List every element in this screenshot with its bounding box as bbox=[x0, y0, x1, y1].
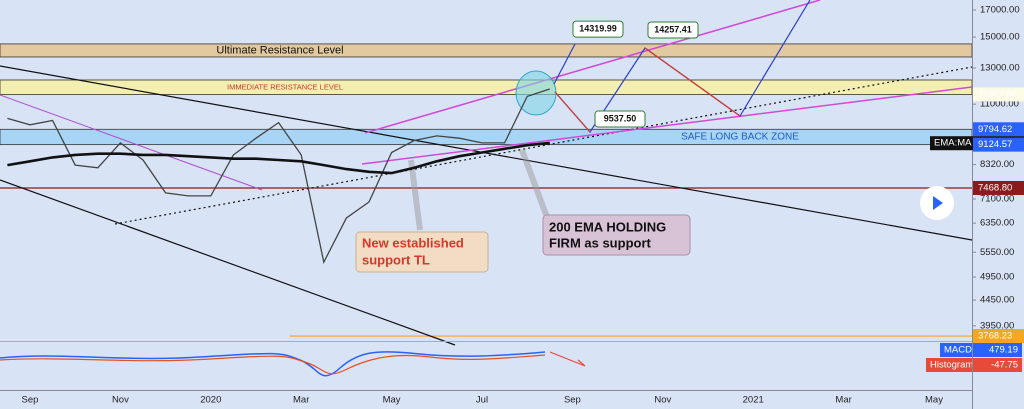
callout-label: 14257.41 bbox=[654, 24, 692, 34]
x-tick-label: Mar bbox=[835, 395, 851, 406]
note-text: FIRM as support bbox=[549, 235, 652, 250]
price-badge bbox=[973, 87, 1024, 102]
price-badge-label: 3768.23 bbox=[978, 331, 1012, 342]
zone bbox=[0, 43, 973, 58]
y-tick-label: 11000.00 bbox=[980, 99, 1019, 110]
y-tick-label: 15000.00 bbox=[980, 32, 1020, 43]
callout-box bbox=[594, 110, 646, 128]
zone-label: SAFE LONG BACK ZONE bbox=[681, 132, 799, 143]
arrow bbox=[644, 47, 741, 117]
macd-badge bbox=[940, 343, 1022, 357]
macd-line bbox=[0, 351, 546, 377]
callout-label: 14319.99 bbox=[579, 23, 617, 33]
play-icon bbox=[933, 196, 943, 210]
callout-box bbox=[572, 20, 624, 38]
y-tick-label: 4450.00 bbox=[980, 295, 1014, 306]
pointer bbox=[519, 148, 551, 222]
y-tick-label: 17000.00 bbox=[980, 4, 1020, 15]
channel-line bbox=[361, 86, 973, 165]
axis-line bbox=[972, 0, 973, 409]
price-badge bbox=[973, 122, 1024, 137]
price-badge bbox=[973, 137, 1024, 152]
macd-name: MACD bbox=[944, 345, 972, 356]
x-tick-label: 2021 bbox=[743, 395, 764, 406]
pane-separator bbox=[0, 341, 972, 342]
ema-badge bbox=[930, 136, 973, 151]
price-badge-label: 9794.62 bbox=[978, 124, 1012, 135]
y-tick-label: 6350.00 bbox=[980, 218, 1014, 229]
arrow bbox=[553, 43, 576, 85]
x-tick-label: Sep bbox=[564, 395, 581, 406]
note-text: support TL bbox=[362, 252, 430, 267]
axis-line bbox=[0, 390, 972, 391]
arrow bbox=[549, 351, 586, 367]
note-text: New established bbox=[362, 235, 464, 250]
note-box bbox=[355, 231, 489, 273]
price-badge-label: 7468.80 bbox=[978, 182, 1012, 193]
y-tick-label: 7100.00 bbox=[980, 193, 1014, 204]
y-tick-label: 13000.00 bbox=[980, 63, 1020, 74]
price-badge bbox=[973, 180, 1024, 195]
callout-box bbox=[647, 21, 699, 39]
y-tick-label: 5550.00 bbox=[980, 247, 1014, 258]
x-tick-label: May bbox=[925, 395, 943, 406]
x-tick-label: 2020 bbox=[200, 395, 221, 406]
x-tick-label: May bbox=[383, 395, 401, 406]
ema-name: EMA:MA bbox=[934, 138, 972, 149]
price-badge-label: 11507.96 bbox=[978, 89, 1017, 100]
macd-value: 479.19 bbox=[989, 345, 1018, 356]
price-badge-label: 9124.57 bbox=[978, 139, 1012, 150]
trend-line bbox=[0, 94, 263, 191]
histogram-value: -47.75 bbox=[991, 360, 1018, 371]
arrow bbox=[554, 91, 591, 133]
x-tick-label: Mar bbox=[293, 395, 309, 406]
x-tick-label: Nov bbox=[112, 395, 129, 406]
macd-pane bbox=[0, 351, 586, 377]
x-tick-label: Jul bbox=[476, 395, 488, 406]
histogram-badge bbox=[926, 358, 1022, 372]
signal-line bbox=[0, 354, 546, 375]
x-tick-label: Sep bbox=[22, 395, 39, 406]
zone-label: Ultimate Resistance Level bbox=[216, 44, 343, 56]
channel-line bbox=[364, 0, 821, 134]
trend-line bbox=[0, 179, 456, 346]
zone-label: IMMEDIATE RESISTANCE LEVEL bbox=[227, 82, 343, 91]
support-line bbox=[114, 66, 973, 225]
callout-label: 9537.50 bbox=[604, 113, 637, 123]
price-badge bbox=[973, 329, 1024, 344]
x-tick-label: Nov bbox=[654, 395, 671, 406]
note-box bbox=[542, 214, 691, 256]
y-tick-label: 3950.00 bbox=[980, 320, 1014, 331]
y-tick-label: 8320.00 bbox=[980, 159, 1014, 170]
ema-line bbox=[7, 141, 550, 175]
note-text: 200 EMA HOLDING bbox=[549, 219, 666, 234]
histogram-name: Histogram bbox=[930, 360, 973, 371]
price-line bbox=[7, 88, 551, 265]
pointer bbox=[408, 159, 423, 231]
y-tick-label: 4950.00 bbox=[980, 272, 1014, 283]
